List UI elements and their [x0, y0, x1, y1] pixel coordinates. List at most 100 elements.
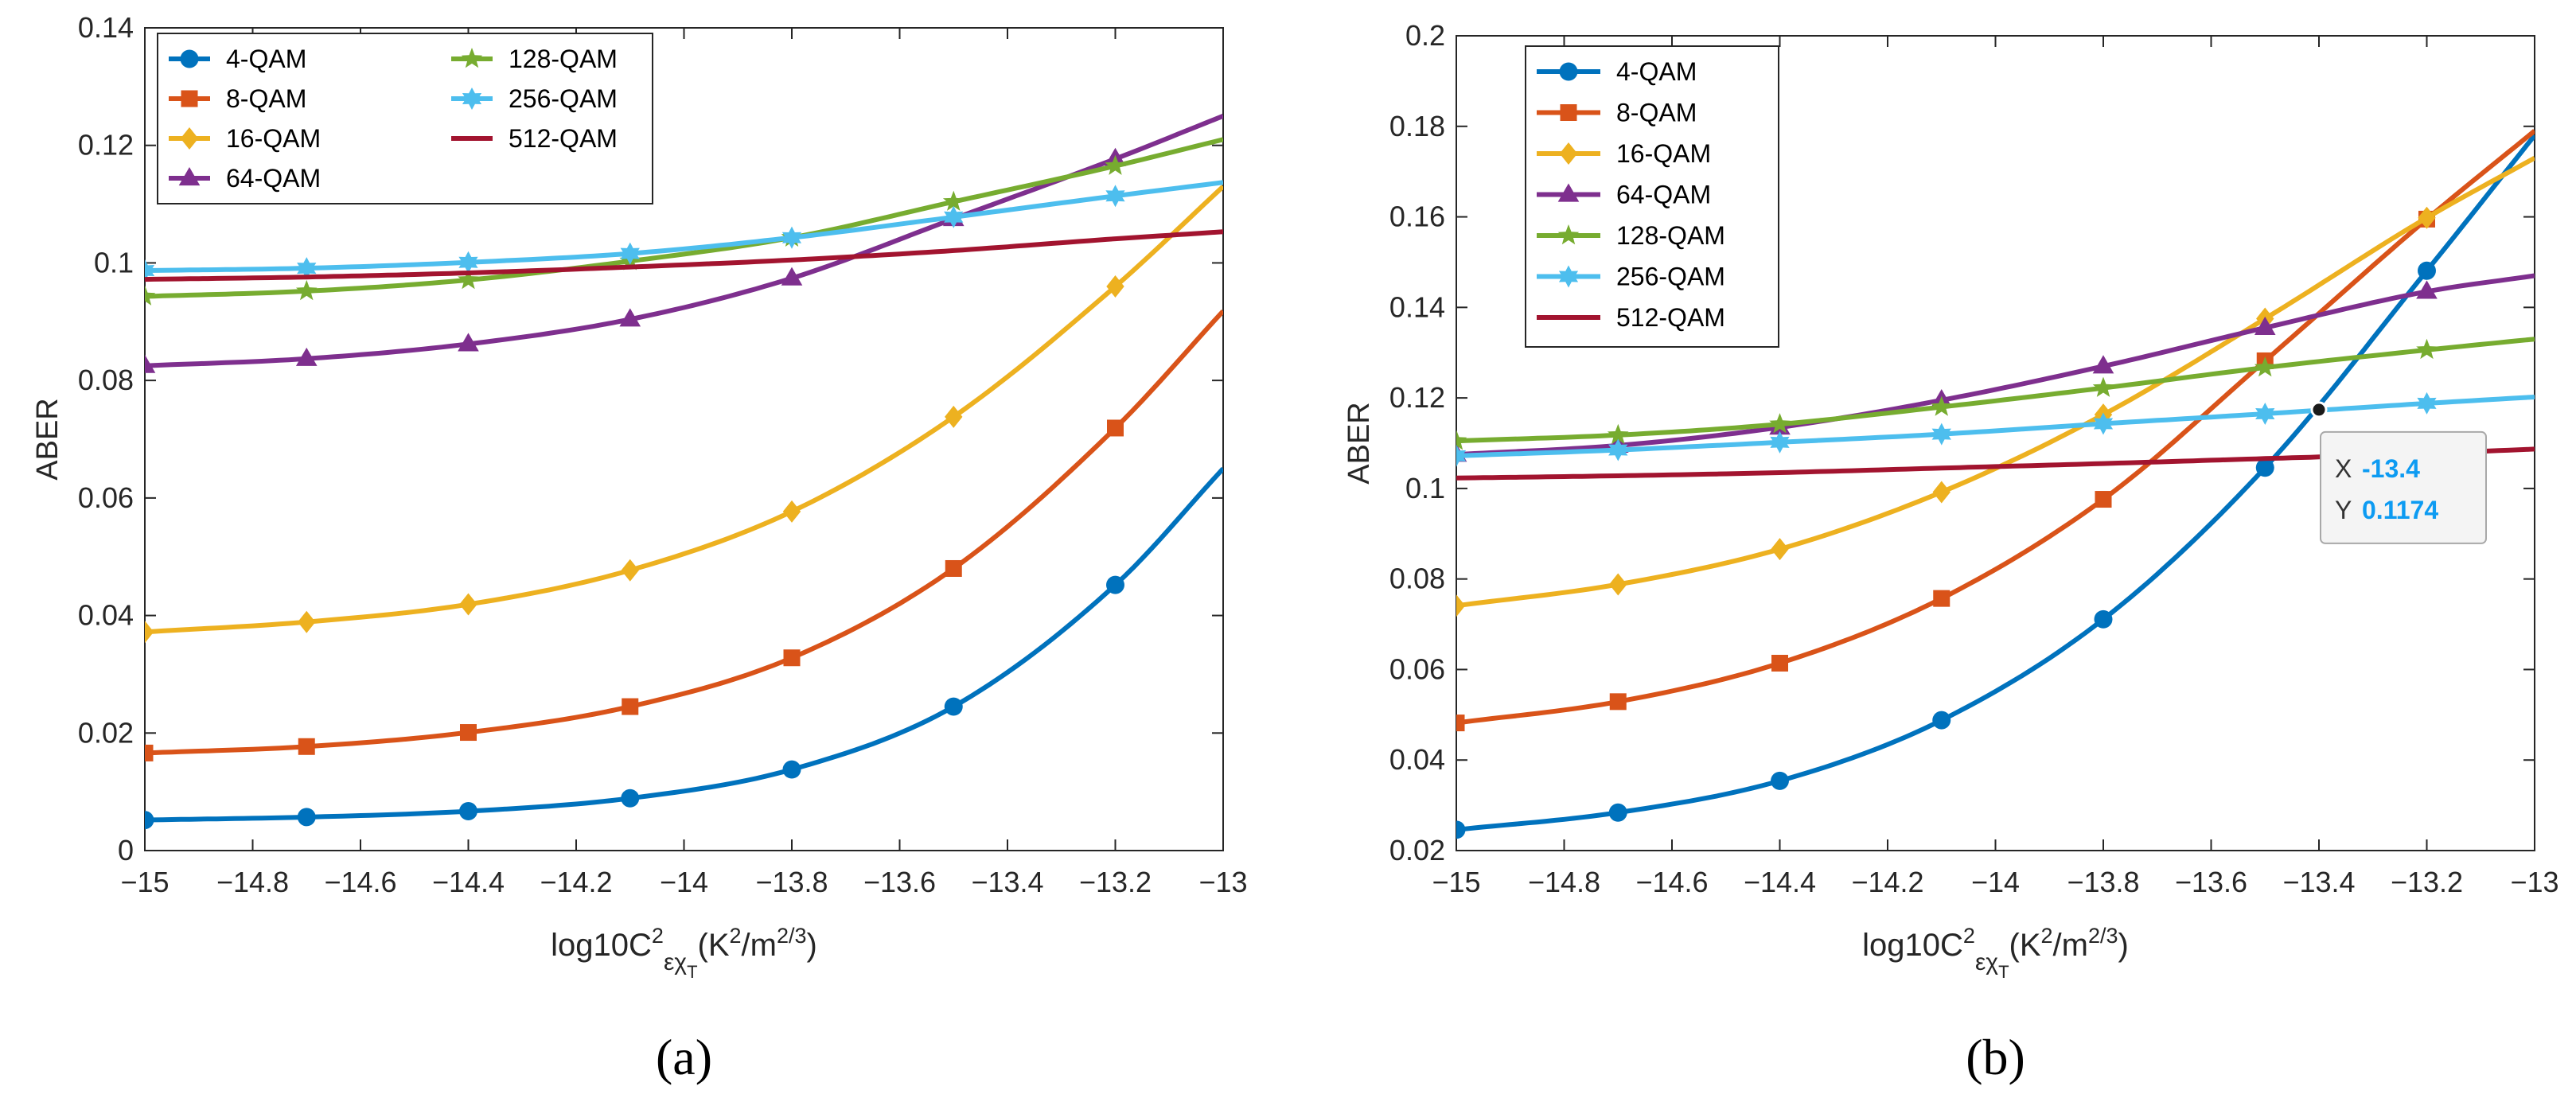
- point-256-QAM: [1105, 185, 1125, 208]
- x-tick-label: −14: [660, 866, 708, 898]
- x-tick-label: −13.4: [971, 866, 1043, 898]
- series-line-256-QAM: [145, 180, 1223, 273]
- y-tick-label: 0.08: [78, 364, 134, 396]
- point-256-QAM: [297, 257, 317, 280]
- point-16-QAM: [1106, 275, 1124, 298]
- point-8-QAM: [945, 559, 962, 577]
- legend-label: 256-QAM: [1616, 263, 1725, 291]
- chart-a: 0 0.02 0.04 0.06 0.08 0.1 0.12 0.14 −15 −14.8 −14.…: [31, 11, 1248, 1085]
- point-16-QAM: [1932, 481, 1951, 504]
- series-256-QAM: [1456, 391, 2535, 467]
- point-8-QAM: [1771, 654, 1788, 672]
- legend-marker: [1559, 62, 1578, 81]
- point-64-QAM: [781, 267, 803, 286]
- point-16-QAM: [621, 559, 639, 582]
- y-tick-label: 0.1: [1405, 472, 1445, 504]
- point-128-QAM: [1456, 430, 1467, 450]
- point-4-QAM: [297, 808, 316, 827]
- y-tick-label: 0.1: [94, 246, 134, 278]
- legend-marker: [462, 88, 482, 110]
- legend-marker: [1557, 224, 1580, 245]
- point-256-QAM: [620, 242, 640, 265]
- x-tick-label: −14.8: [216, 866, 289, 898]
- point-16-QAM: [298, 610, 316, 633]
- point-16-QAM: [1609, 573, 1627, 596]
- legend-label: 16-QAM: [1616, 139, 1711, 168]
- point-4-QAM: [2418, 261, 2436, 280]
- point-128-QAM: [1105, 154, 1126, 175]
- point-256-QAM: [1931, 422, 1951, 446]
- y-tick-label: 0.12: [78, 129, 134, 162]
- caption: (b): [1966, 1029, 2025, 1085]
- y-tick-label: 0: [118, 834, 134, 866]
- point-16-QAM: [2418, 206, 2436, 229]
- point-4-QAM: [1771, 771, 1789, 790]
- data-tip-y-label: Y: [2335, 496, 2352, 524]
- x-tick-label: −13.6: [863, 866, 936, 898]
- y-tick-label: 0.04: [78, 599, 134, 632]
- x-tick-label: −13.4: [2282, 866, 2355, 898]
- x-tick-label: −13.2: [2391, 866, 2463, 898]
- series-line-128-QAM: [1456, 337, 2535, 444]
- point-4-QAM: [1106, 575, 1124, 594]
- legend-marker: [181, 90, 198, 107]
- legend-label: 8-QAM: [226, 84, 306, 113]
- series-line-8-QAM: [145, 309, 1223, 756]
- data-tip-x-label: X: [2335, 454, 2352, 483]
- x-tick-label: −15: [120, 866, 169, 898]
- point-4-QAM: [944, 697, 963, 716]
- x-axis-label: log10C2εχT(K2/m2/3): [551, 924, 817, 982]
- point-128-QAM: [295, 279, 318, 301]
- point-64-QAM: [458, 333, 479, 352]
- x-tick-label: −14.8: [1528, 866, 1600, 898]
- series-line-4-QAM: [1456, 134, 2535, 832]
- series-256-QAM: [145, 180, 1223, 282]
- point-64-QAM: [295, 347, 318, 366]
- y-tick-label: 0.2: [1405, 19, 1445, 52]
- point-16-QAM: [145, 621, 154, 644]
- point-4-QAM: [1608, 803, 1627, 822]
- y-tick-label: 0.06: [1389, 652, 1445, 685]
- point-4-QAM: [2255, 458, 2274, 477]
- point-4-QAM: [621, 789, 640, 808]
- point-4-QAM: [459, 802, 477, 820]
- legend-label: 4-QAM: [226, 45, 306, 73]
- point-8-QAM: [622, 698, 639, 715]
- x-tick-label: −14: [1971, 866, 2020, 898]
- x-tick-label: −15: [1432, 866, 1480, 898]
- point-256-QAM: [2417, 391, 2437, 415]
- point-64-QAM: [619, 308, 641, 327]
- series-line-64-QAM: [1456, 273, 2535, 458]
- x-tick-label: −13: [2510, 866, 2558, 898]
- point-128-QAM: [942, 190, 965, 211]
- point-256-QAM: [2093, 412, 2114, 435]
- point-128-QAM: [2416, 338, 2438, 360]
- data-tip-point: [2310, 401, 2328, 419]
- y-tick-label: 0.08: [1389, 563, 1445, 595]
- legend-marker: [1557, 183, 1580, 202]
- y-tick-label: 0.12: [1389, 381, 1445, 414]
- point-128-QAM: [1607, 423, 1629, 445]
- legend-label: 128-QAM: [1616, 221, 1725, 250]
- legend-label: 8-QAM: [1616, 99, 1697, 127]
- data-tip: X -13.4 Y 0.1174: [2310, 401, 2487, 544]
- series-line-128-QAM: [145, 137, 1223, 299]
- y-tick-label: 0.14: [78, 11, 134, 44]
- point-8-QAM: [1609, 693, 1627, 711]
- legend-label: 512-QAM: [509, 124, 618, 153]
- data-tip-x-value: -13.4: [2362, 454, 2420, 483]
- y-axis-label: ABER: [31, 398, 64, 480]
- point-4-QAM: [1456, 820, 1466, 839]
- legend-marker: [1559, 142, 1578, 165]
- x-tick-label: −13.2: [1079, 866, 1152, 898]
- point-256-QAM: [1456, 444, 1467, 467]
- point-256-QAM: [944, 205, 964, 228]
- data-tip-y-value: 0.1174: [2362, 496, 2438, 524]
- y-tick-label: 0.06: [78, 481, 134, 514]
- x-tick-label: −14.4: [1744, 866, 1816, 898]
- legend-marker: [180, 127, 199, 150]
- legend-marker: [178, 167, 201, 186]
- legend: 4-QAM 8-QAM 16-QAM 64-QAM 128-QAM 256-QAM 512-…: [157, 33, 653, 204]
- caption: (a): [656, 1029, 712, 1085]
